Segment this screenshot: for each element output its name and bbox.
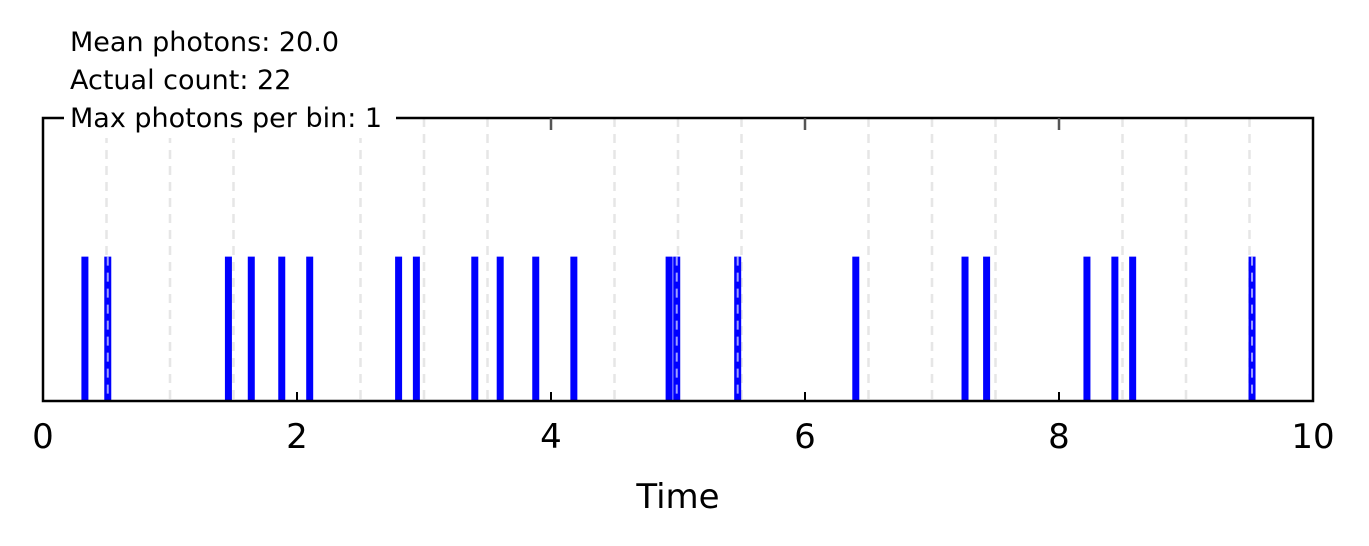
stats-annotation: Mean photons: 20.0 Actual count: 22 Max …: [64, 24, 397, 138]
x-tick-label: 6: [794, 417, 816, 457]
x-tick-label: 8: [1048, 417, 1070, 457]
plot-frame: [41, 116, 1315, 403]
max-photons-text: Max photons per bin: 1: [70, 103, 383, 134]
x-tick-label: 0: [32, 417, 54, 457]
x-axis-ticks: 0 2 4 6 8 10: [32, 118, 1335, 457]
x-tick-label: 10: [1291, 417, 1334, 457]
actual-count-text: Actual count: 22: [70, 65, 292, 96]
x-tick-label: 2: [286, 417, 308, 457]
x-axis-label: Time: [635, 477, 719, 517]
x-tick-label: 4: [540, 417, 562, 457]
mean-photons-text: Mean photons: 20.0: [70, 27, 339, 58]
photon-events: [81, 256, 1256, 401]
